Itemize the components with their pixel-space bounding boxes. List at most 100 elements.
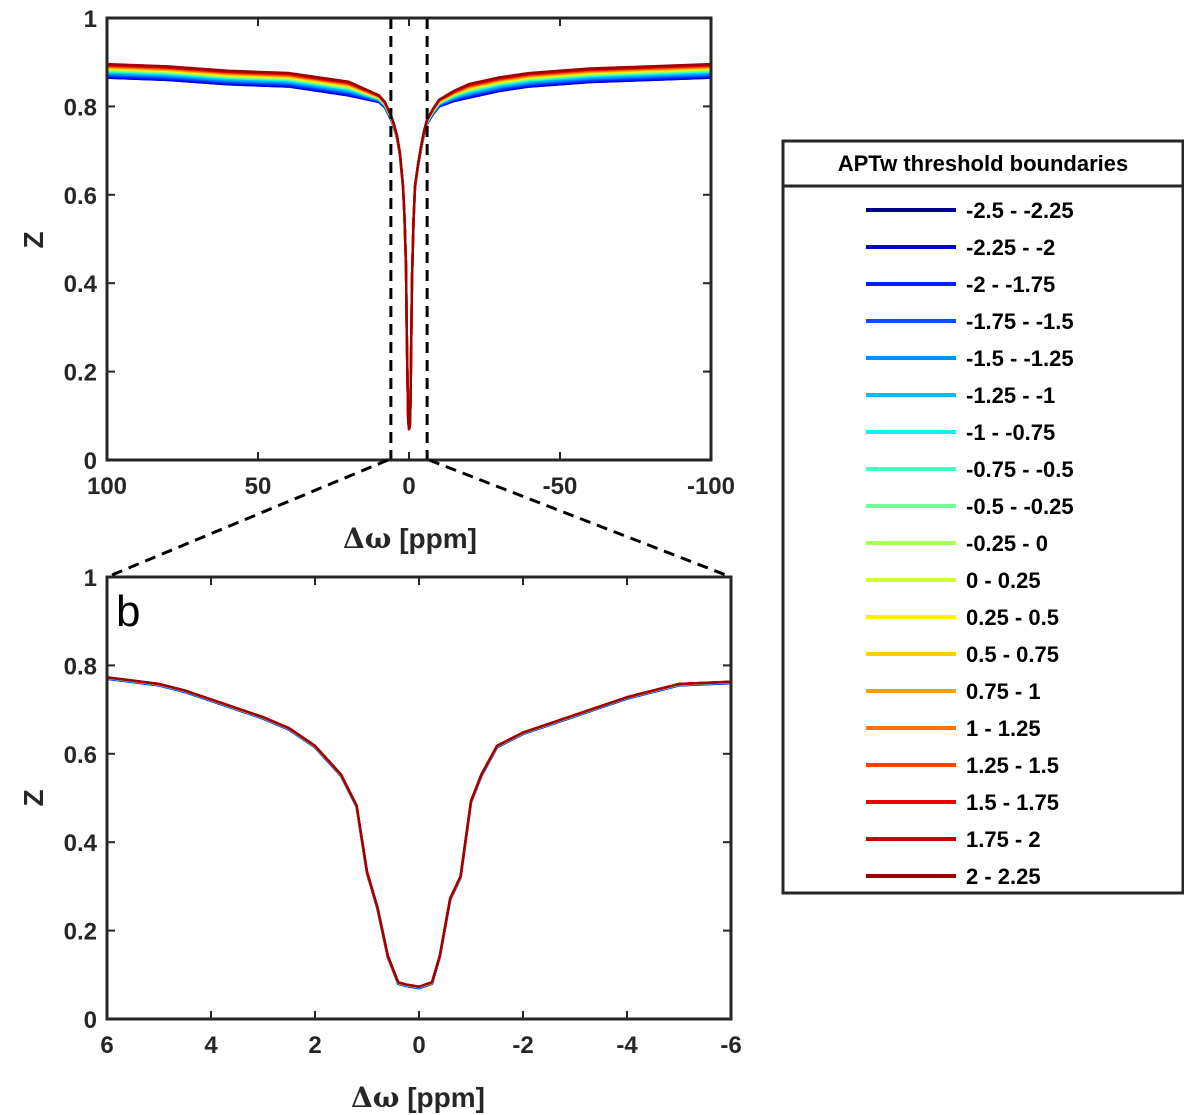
overview-xtick-label: -100: [687, 473, 735, 500]
overview-ticks: [106, 17, 712, 461]
overview-y-axis-label: Z: [18, 231, 49, 248]
zoom-connectors: [106, 458, 732, 579]
zoom-xtick-label: 6: [100, 1032, 113, 1059]
zoom-series-line: [107, 677, 731, 990]
legend-label: 0 - 0.25: [966, 568, 1041, 593]
zoom-ytick-label: 0.8: [64, 653, 97, 680]
overview-ytick-label: 0.2: [64, 360, 97, 387]
legend-label: 0.25 - 0.5: [966, 605, 1059, 630]
zoom-xtick-label: 0: [412, 1032, 425, 1059]
overview-series-line: [107, 66, 711, 431]
zoom-axes-box: [105, 575, 733, 1021]
legend: APTw threshold boundaries -2.5 - -2.25-2…: [781, 139, 1184, 895]
zoom-series-line: [107, 676, 731, 988]
panel-label: b: [116, 587, 140, 636]
overview-ytick-label: 0.6: [64, 183, 97, 210]
legend-label: 0.75 - 1: [966, 679, 1041, 704]
zoom-series-line: [107, 676, 731, 988]
legend-label: 1.5 - 1.75: [966, 790, 1059, 815]
legend-label: -0.5 - -0.25: [966, 494, 1074, 519]
overview-series-line: [107, 76, 711, 431]
zoom-series-group: [107, 676, 731, 990]
overview-ytick-label: 1: [84, 6, 97, 33]
overview-series-line: [107, 67, 711, 431]
overview-chart: 100 50 0 -50 -100 0 0.2 0.4 0.6 0.8 1 Δω…: [18, 6, 735, 555]
overview-xtick-label: -50: [543, 473, 578, 500]
legend-label: 1 - 1.25: [966, 716, 1041, 741]
zoom-xtick-label: 2: [308, 1032, 321, 1059]
zoom-series-line: [107, 677, 731, 990]
overview-xtick-label: 0: [402, 473, 415, 500]
overview-series-line: [107, 64, 711, 431]
overview-ytick-label: 0: [84, 448, 97, 475]
overview-series-line: [107, 72, 711, 431]
legend-label: -1.75 - -1.5: [966, 309, 1074, 334]
overview-series-line: [107, 65, 711, 431]
legend-label: -1.5 - -1.25: [966, 346, 1074, 371]
zoom-series-line: [107, 676, 731, 989]
zoom-chart: 6 4 2 0 -2 -4 -6 0 0.2 0.4 0.6 0.8 1 b Δ…: [18, 565, 742, 1114]
zoom-series-line: [107, 676, 731, 989]
overview-series-line: [107, 66, 711, 431]
zoom-ticks: [106, 576, 732, 1020]
zoom-series-line: [107, 676, 731, 989]
zoom-series-line: [107, 677, 731, 990]
overview-xtick-label: 50: [245, 473, 272, 500]
overview-series-line: [107, 64, 711, 431]
zoom-xtick-label: -2: [512, 1032, 533, 1059]
zoom-x-axis-label: Δω [ppm]: [351, 1081, 485, 1114]
overview-series-line: [107, 76, 711, 431]
legend-label: -0.25 - 0: [966, 531, 1048, 556]
legend-label: 1.75 - 2: [966, 827, 1041, 852]
overview-series-line: [107, 67, 711, 431]
zoom-ytick-label: 0.6: [64, 742, 97, 769]
zoom-connector-right: [428, 458, 732, 579]
overview-axes-box: [105, 16, 713, 462]
overview-series-line: [107, 70, 711, 431]
legend-label: -2.25 - -2: [966, 235, 1055, 260]
overview-series-line: [107, 74, 711, 431]
overview-series-line: [107, 75, 711, 431]
legend-label: 0.5 - 0.75: [966, 642, 1059, 667]
overview-ytick-label: 0.8: [64, 94, 97, 121]
zoom-series-line: [107, 676, 731, 988]
zoom-series-line: [107, 676, 731, 989]
legend-label: -1.25 - -1: [966, 383, 1055, 408]
overview-series-line: [107, 71, 711, 431]
zoom-series-line: [107, 676, 731, 988]
zoom-series-line: [107, 676, 731, 989]
zoom-ytick-label: 1: [84, 565, 97, 592]
legend-label: -0.75 - -0.5: [966, 457, 1074, 482]
zoom-series-line: [107, 677, 731, 989]
overview-series-line: [107, 62, 711, 431]
zoom-ytick-label: 0.2: [64, 919, 97, 946]
overview-x-axis-label: Δω [ppm]: [343, 522, 477, 555]
zoom-series-line: [107, 676, 731, 989]
legend-label: -1 - -0.75: [966, 420, 1055, 445]
zoom-xtick-label: 4: [204, 1032, 218, 1059]
zoom-series-line: [107, 676, 731, 988]
overview-ytick-label: 0.4: [64, 271, 98, 298]
overview-series-group: [107, 62, 711, 431]
overview-series-line: [107, 69, 711, 431]
legend-label: 2 - 2.25: [966, 864, 1041, 889]
zoom-xtick-label: -6: [720, 1032, 741, 1059]
zoom-series-line: [107, 677, 731, 989]
zoom-connector-left: [106, 458, 389, 579]
legend-box: [781, 139, 1184, 895]
legend-label: -2 - -1.75: [966, 272, 1055, 297]
legend-title: APTw threshold boundaries: [838, 151, 1129, 176]
legend-label: -2.5 - -2.25: [966, 198, 1074, 223]
zoom-series-line: [107, 676, 731, 989]
overview-series-line: [107, 63, 711, 431]
zoom-series-line: [107, 676, 731, 989]
zoom-ytick-label: 0: [84, 1007, 97, 1034]
zoom-window-markers: [389, 18, 429, 460]
zoom-ytick-label: 0.4: [64, 830, 98, 857]
zoom-xtick-label: -4: [616, 1032, 638, 1059]
zoom-series-line: [107, 676, 731, 989]
legend-label: 1.25 - 1.5: [966, 753, 1059, 778]
overview-xtick-label: 100: [87, 473, 127, 500]
legend-items: -2.5 - -2.25 -2.25 - -2 -2 - -1.75 -1.75 - …: [866, 198, 1074, 889]
